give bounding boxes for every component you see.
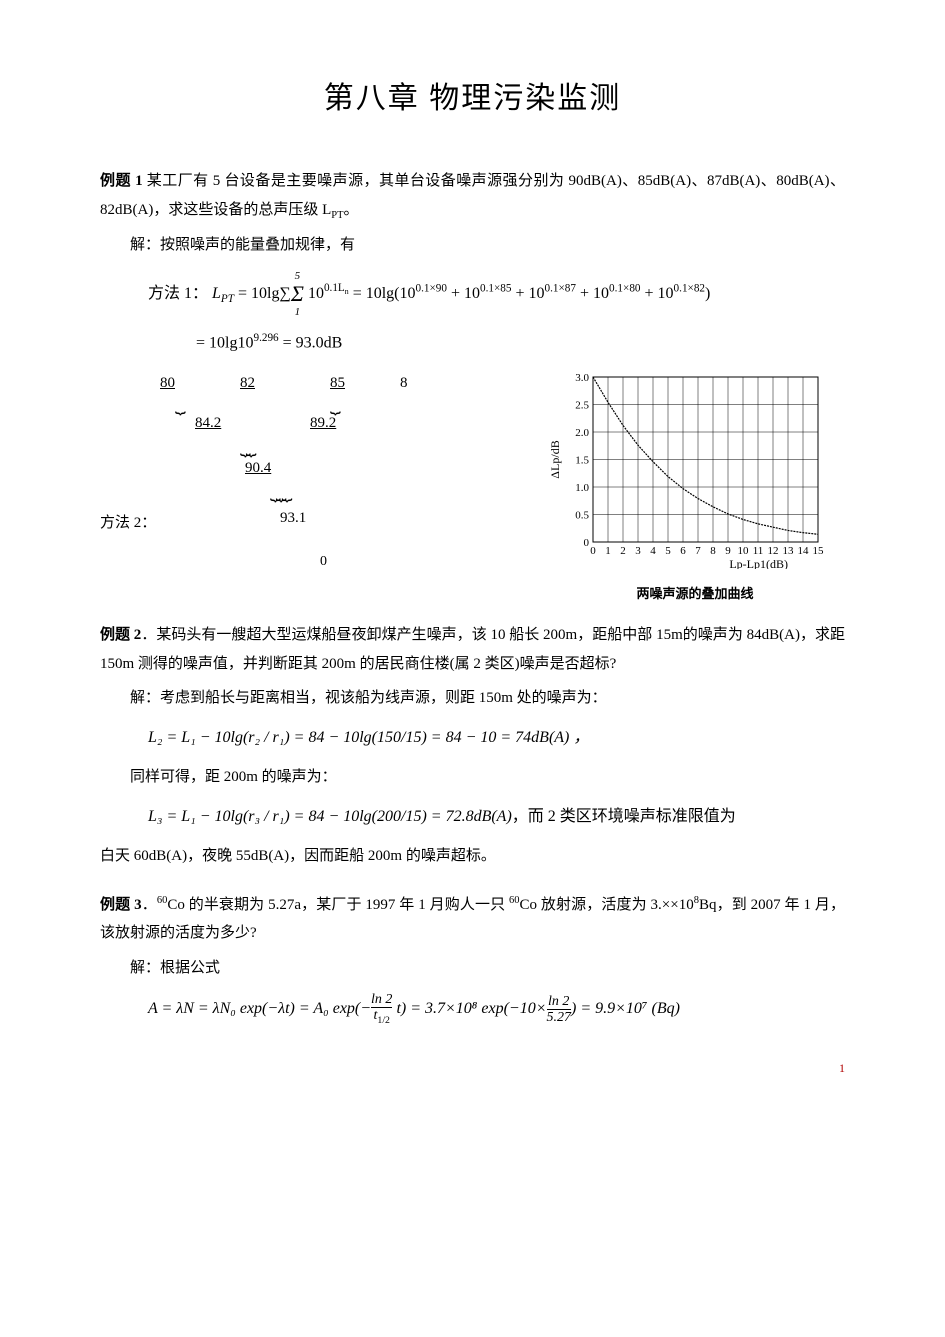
svg-text:0: 0 xyxy=(584,537,590,549)
ex1-sub: PT xyxy=(331,210,343,221)
ex3-b: 的半衰期为 5.27a，某厂于 1997 年 1 月购人一只 xyxy=(185,897,509,913)
ex2-eq2: L₃ = L₁ − 10lg(r₃ / r₁) = 84 − 10lg(200/… xyxy=(148,802,845,832)
ex2-prompt: 例题 2．某码头有一艘超大型运煤船昼夜卸煤产生噪声，该 10 船长 200m，距… xyxy=(100,621,845,678)
ex1-sol-intro: 解：按照噪声的能量叠加规律，有 xyxy=(100,231,845,260)
svg-text:Lp-Lp1(dB): Lp-Lp1(dB) xyxy=(729,557,788,569)
tree-float: 0 xyxy=(320,549,327,576)
svg-text:1: 1 xyxy=(605,545,611,557)
m1-eq: = 10lg∑ xyxy=(238,285,291,302)
nuclide-sup2: 60 xyxy=(509,895,520,906)
ex3-eq-e: ) = 9.9×10⁷ (Bq) xyxy=(571,1000,680,1017)
svg-text:1.5: 1.5 xyxy=(575,455,589,467)
svg-text:5: 5 xyxy=(665,545,671,557)
ex3-prompt: 例题 3．60Co 的半衰期为 5.27a，某厂于 1997 年 1 月购人一只… xyxy=(100,891,845,948)
nuclide: Co xyxy=(167,897,185,913)
f2t: ln 2 xyxy=(548,994,569,1009)
svg-text:8: 8 xyxy=(710,545,716,557)
m1-exp1n: n xyxy=(345,288,349,297)
m1-lhs: L xyxy=(212,285,221,302)
m1-rhs: = 10lg(10 xyxy=(353,285,416,302)
svg-text:2: 2 xyxy=(620,545,626,557)
nuclide-sup: 60 xyxy=(157,895,168,906)
ex1-prompt: 例题 1 某工厂有 5 台设备是主要噪声源，其单台设备噪声源强分别为 90dB(… xyxy=(100,167,845,225)
t0: 0.1×90 xyxy=(415,282,446,294)
svg-text:6: 6 xyxy=(680,545,686,557)
m1l2r: = 93.0dB xyxy=(283,335,343,352)
ex2-eq2-tail: ，而 2 类区环境噪声标准限值为 xyxy=(512,808,736,825)
ex3-c: 放射源，活度为 3.××10 xyxy=(537,897,694,913)
svg-text:ΔLp/dB: ΔLp/dB xyxy=(548,440,562,478)
svg-text:14: 14 xyxy=(798,545,810,557)
ex3-eq: A = λN = λN₀ exp(−λt) = A₀ exp(−ln 2t1/2… xyxy=(148,992,845,1027)
svg-text:3: 3 xyxy=(635,545,641,557)
ex1-figure-row: 80 82 85 8 ⏟ ⏟ 84.2 89.2 ⏟⏟ 90.4 ⏟⏟⏟ 93.… xyxy=(100,369,845,606)
tree-r3: 90.4 xyxy=(245,454,271,483)
ex1-method1-line2: = 10lg109.296 = 93.0dB xyxy=(196,328,845,359)
svg-text:3.0: 3.0 xyxy=(575,372,589,384)
svg-text:0.5: 0.5 xyxy=(575,510,589,522)
tree-diagram: 80 82 85 8 ⏟ ⏟ 84.2 89.2 ⏟⏟ 90.4 ⏟⏟⏟ 93.… xyxy=(100,369,545,544)
svg-text:2.5: 2.5 xyxy=(575,400,589,412)
tree-r1-1: 82 xyxy=(240,369,255,398)
page-title: 第八章 物理污染监测 xyxy=(100,70,845,127)
ex2-sol-intro: 解：考虑到船长与距离相当，视该船为线声源，则距 150m 处的噪声为： xyxy=(100,684,845,713)
ex2-text1: ．某码头有一艘超大型运煤船昼夜卸煤产生噪声，该 10 船长 200m，距船中部 … xyxy=(100,627,845,672)
noise-chart: 00.51.01.52.02.53.0012345678910111213141… xyxy=(545,369,845,569)
ex1-text-end: 。 xyxy=(344,202,359,218)
m1-exp1: 0.1L xyxy=(324,282,345,294)
svg-text:11: 11 xyxy=(753,545,764,557)
page-number: 1 xyxy=(100,1057,845,1080)
ex1-text: 某工厂有 5 台设备是主要噪声源，其单台设备噪声源强分别为 90dB(A)、85… xyxy=(100,173,845,218)
svg-text:2.0: 2.0 xyxy=(575,427,589,439)
tree-r1-3: 8 xyxy=(400,369,408,398)
chart-container: 00.51.01.52.02.53.0012345678910111213141… xyxy=(545,369,845,606)
svg-text:15: 15 xyxy=(813,545,825,557)
svg-text:9: 9 xyxy=(725,545,731,557)
svg-text:12: 12 xyxy=(768,545,779,557)
tree-r4: 93.1 xyxy=(280,504,306,533)
ex1-label: 例题 1 xyxy=(100,173,143,189)
t1: 0.1×85 xyxy=(480,282,511,294)
ex2-line3: 白天 60dB(A)，夜晚 55dB(A)，因而距船 200m 的噪声超标。 xyxy=(100,842,845,871)
ex3-eq-a: A = λN = λN₀ exp(−λt) = A₀ exp(− xyxy=(148,1000,371,1017)
tree-r2-1: 89.2 xyxy=(310,409,336,438)
ex2-line2: 同样可得，距 200m 的噪声为： xyxy=(100,763,845,792)
tree-r1-0: 80 xyxy=(160,369,175,398)
svg-text:4: 4 xyxy=(650,545,656,557)
svg-text:7: 7 xyxy=(695,545,701,557)
f2b: 5.27 xyxy=(547,1009,572,1025)
m1-mid: 10 xyxy=(308,285,324,302)
nuclide2: Co xyxy=(520,897,538,913)
t4: 0.1×82 xyxy=(674,282,705,294)
ex3-label: 例题 3 xyxy=(100,897,142,913)
svg-text:10: 10 xyxy=(738,545,750,557)
f1t: ln 2 xyxy=(371,992,392,1007)
svg-text:1.0: 1.0 xyxy=(575,482,589,494)
chart-caption: 两噪声源的叠加曲线 xyxy=(545,582,845,607)
t3: 0.1×80 xyxy=(609,282,640,294)
m1l2e: 9.296 xyxy=(253,332,278,344)
m1l2: = 10lg10 xyxy=(196,335,253,352)
ex2-eq1: L₂ = L₁ − 10lg(r₂ / r₁) = 84 − 10lg(150/… xyxy=(148,723,845,753)
ex2-label: 例题 2 xyxy=(100,627,141,643)
f1bs: 1/2 xyxy=(377,1015,390,1026)
m1-label: 方法 1： xyxy=(148,285,208,302)
sum-bot: 1 xyxy=(295,306,301,318)
svg-text:13: 13 xyxy=(783,545,795,557)
svg-text:0: 0 xyxy=(590,545,596,557)
tree-r2-0: 84.2 xyxy=(195,409,221,438)
ex3-sol-intro: 解：根据公式 xyxy=(100,954,845,983)
ex1-method1-eq: 方法 1： LPT = 10lg∑5Σ1 100.1Ln = 10lg(100.… xyxy=(148,270,845,318)
t2: 0.1×87 xyxy=(545,282,576,294)
ex3-a: ． xyxy=(142,897,157,913)
ex3-eq-m: t) = 3.7×10⁸ exp(−10× xyxy=(392,1000,546,1017)
ex2-eq2-main: L₃ = L₁ − 10lg(r₃ / r₁) = 84 − 10lg(200/… xyxy=(148,808,512,825)
